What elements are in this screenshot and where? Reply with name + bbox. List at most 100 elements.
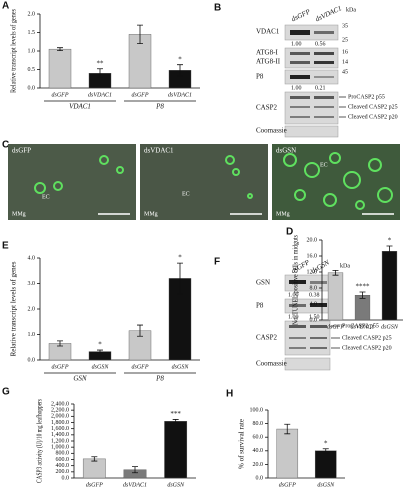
micrograph: [140, 144, 268, 220]
band: [290, 30, 310, 35]
panel-letter: F: [214, 257, 220, 268]
row-label: P8: [256, 302, 264, 310]
band: [310, 347, 327, 349]
x-tick-label: dsGFP: [132, 364, 149, 370]
y-tick-label: 12.0: [307, 269, 318, 275]
error-bar: [57, 47, 63, 52]
blot: [284, 125, 339, 138]
group-label: VDAC1: [69, 103, 91, 111]
unit-label: kDa: [340, 263, 350, 269]
significance: **: [97, 59, 105, 67]
significance: *: [178, 254, 182, 262]
significance: *: [388, 237, 392, 245]
ratio: 1.00: [288, 292, 299, 298]
panel-letter: A: [2, 1, 9, 12]
marker: 35: [342, 23, 348, 29]
significance: ****: [356, 283, 371, 291]
y-tick-label: 0.0: [256, 475, 264, 481]
y-tick-label: 0.0: [310, 317, 318, 323]
band: [289, 304, 306, 307]
x-tick-label: dsGSN: [317, 482, 335, 488]
group-label: P8: [155, 375, 164, 383]
row-label: CASP2: [256, 334, 278, 342]
y-tick-label: 1,400.0: [51, 432, 69, 438]
region-label: MMg: [276, 211, 290, 217]
x-tick-label: dsGSN: [381, 324, 399, 330]
band: [289, 337, 306, 339]
band: [289, 280, 306, 284]
bar: [354, 295, 371, 321]
y-tick-label: 1,200.0: [51, 438, 69, 444]
row-label: CASP2: [256, 104, 278, 112]
band: [289, 325, 306, 328]
y-tick-label: 200.0: [56, 469, 70, 475]
x-tick-label: dsGFP: [132, 92, 149, 98]
panel-letter: C: [2, 140, 9, 151]
bar: [276, 428, 299, 479]
error-bar: [132, 466, 138, 474]
y-tick-label: 1.0: [28, 48, 36, 54]
x-tick-label: dsVDAC1: [351, 324, 375, 330]
band: [289, 347, 306, 349]
row-label: P8: [256, 73, 264, 81]
bar: [164, 421, 188, 479]
marker: 16: [342, 49, 348, 55]
error-bar: [177, 262, 183, 295]
x-tick-label: dsGSN: [167, 482, 185, 488]
band: [290, 106, 310, 108]
ratio: 1.00: [291, 85, 302, 91]
micrograph-title: dsGFP: [12, 147, 31, 155]
row-label: ATG8-I: [256, 49, 278, 57]
blot: [284, 69, 339, 85]
y-axis-label: No. TUNEL-positive cells in midguts: [292, 235, 300, 325]
y-tick-label: 20.0: [307, 237, 318, 243]
panel-letter: D: [286, 227, 293, 238]
significance: *: [324, 439, 328, 447]
blot-panel-b: B dsGFP dsVDAC1 kDa VDAC1 35 25 1.00 0.5…: [214, 3, 398, 138]
significance: ***: [170, 410, 181, 418]
y-tick-label: 3.0: [28, 281, 36, 287]
y-tick-label: 1,000.0: [51, 445, 69, 451]
band: [290, 61, 310, 64]
cell-label: EC: [182, 191, 190, 197]
band: [314, 76, 334, 78]
blot: [284, 24, 339, 41]
band: [314, 31, 334, 34]
row-label: GSN: [256, 279, 270, 287]
y-tick-label: 0.5: [28, 67, 36, 73]
error-bar: [386, 245, 393, 257]
ratio: 0.21: [315, 85, 326, 91]
x-tick-label: dsVDAC1: [123, 482, 147, 488]
band: [314, 61, 334, 64]
lane-label: dsGFP: [290, 7, 312, 23]
y-tick-label: 2,000.0: [51, 414, 69, 420]
bar: [82, 458, 106, 479]
y-tick-label: 400.0: [56, 463, 70, 469]
error-bar: [91, 456, 98, 462]
y-tick-label: 1,800.0: [51, 420, 69, 426]
bar: [48, 48, 72, 89]
blot: [284, 47, 339, 69]
blot: [284, 357, 331, 371]
band: [310, 281, 327, 284]
y-tick-label: 0.0: [28, 357, 36, 363]
marker: 25: [342, 37, 348, 43]
band: [314, 106, 334, 108]
y-tick-label: 2.0: [28, 306, 36, 312]
y-axis-label: % of survival rate: [238, 419, 246, 469]
panel-letter: H: [226, 389, 233, 400]
x-tick-label: dsGFP: [86, 482, 103, 488]
y-tick-label: 60.0: [253, 435, 264, 441]
y-tick-label: 100.0: [250, 407, 264, 413]
ratio: 1.00: [291, 41, 302, 47]
y-tick-label: 600.0: [56, 457, 70, 463]
y-tick-label: 1.5: [28, 30, 36, 36]
y-tick-label: 2.0: [28, 11, 36, 17]
band-label: Cleaved CASP2 p20: [348, 114, 398, 120]
band: [290, 116, 310, 118]
error-bar: [284, 423, 291, 435]
band-label: ProCASP2 p55: [348, 94, 385, 100]
y-tick-label: 40.0: [253, 448, 264, 454]
micrograph-panel-c: C dsGFP dsVDAC1 dsGSN EC EC EC MMg MMg M…: [2, 140, 400, 220]
